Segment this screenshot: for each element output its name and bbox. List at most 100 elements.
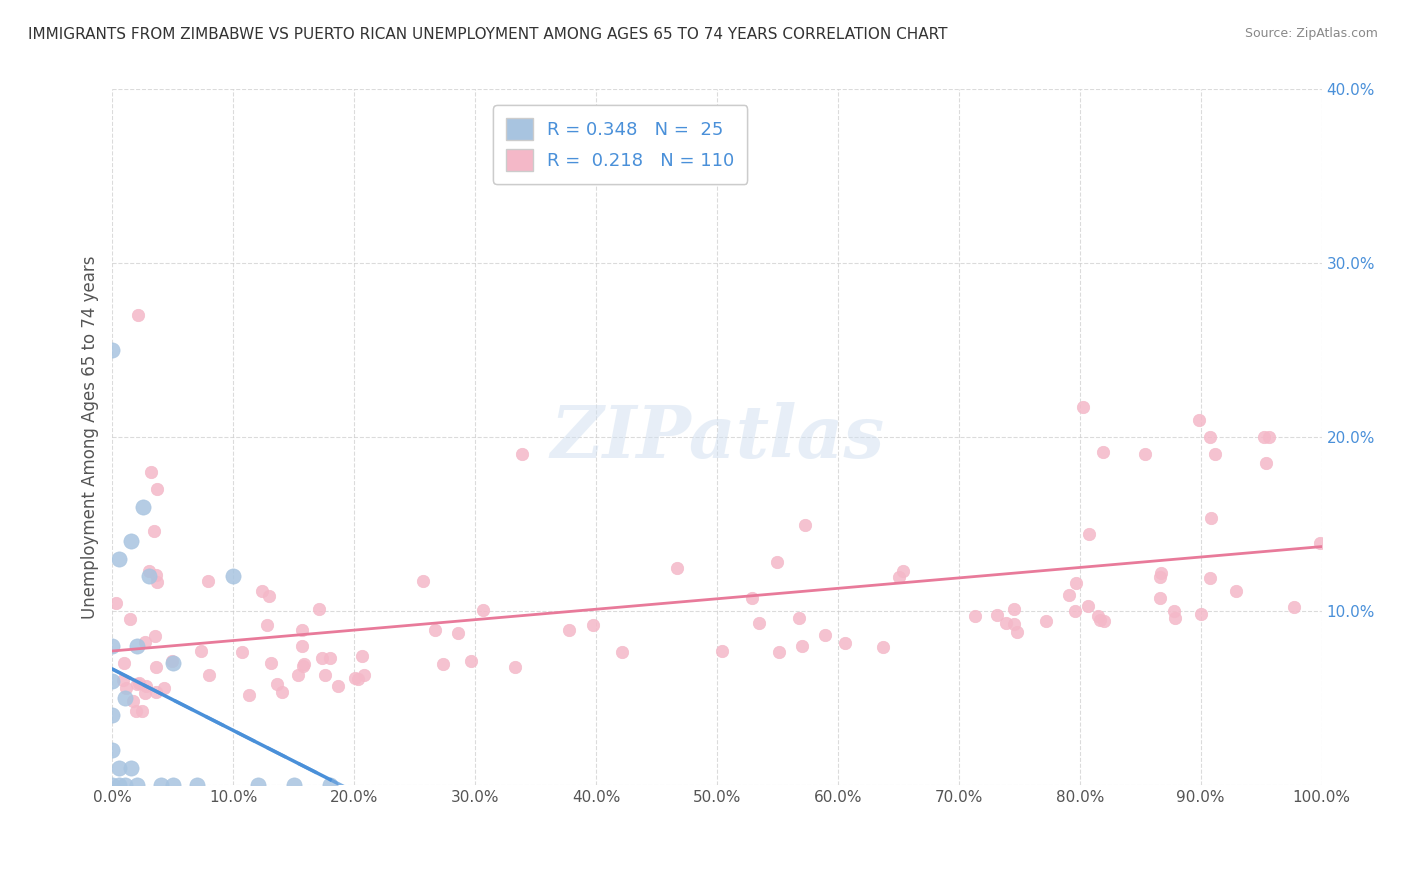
Point <box>128 676 150 690</box>
Point <box>350 648 373 663</box>
Point <box>145 685 167 699</box>
Point <box>125 704 148 718</box>
Point <box>120 760 142 774</box>
Text: IMMIGRANTS FROM ZIMBABWE VS PUERTO RICAN UNEMPLOYMENT AMONG AGES 65 TO 74 YEARS : IMMIGRANTS FROM ZIMBABWE VS PUERTO RICAN… <box>28 27 948 42</box>
Point <box>127 308 149 322</box>
Point <box>311 651 333 665</box>
Point <box>1163 604 1185 618</box>
Point <box>510 447 533 462</box>
Point <box>472 603 495 617</box>
Point <box>787 610 810 624</box>
Point <box>558 623 581 637</box>
Point <box>291 623 314 637</box>
Point <box>319 651 342 665</box>
Point <box>447 625 470 640</box>
Point <box>1199 511 1222 525</box>
Point <box>125 778 148 792</box>
Point <box>153 681 176 695</box>
Point <box>1188 412 1211 426</box>
Point <box>1002 602 1025 616</box>
Point <box>460 654 482 668</box>
Point <box>986 608 1008 623</box>
Point <box>995 616 1018 631</box>
Point <box>887 569 910 583</box>
Point <box>347 673 370 687</box>
Point <box>131 704 153 718</box>
Point <box>149 778 172 792</box>
Point <box>107 551 129 566</box>
Point <box>1254 456 1277 470</box>
Point <box>814 628 837 642</box>
Point <box>231 645 253 659</box>
Point <box>120 534 142 549</box>
Point <box>1092 614 1115 628</box>
Point <box>1087 608 1109 623</box>
Point <box>101 778 124 792</box>
Point <box>160 654 183 668</box>
Point <box>134 686 156 700</box>
Point <box>132 500 155 514</box>
Point <box>287 667 309 681</box>
Point <box>1257 430 1279 444</box>
Point <box>344 671 367 685</box>
Point <box>107 778 129 792</box>
Point <box>107 760 129 774</box>
Point <box>834 636 856 650</box>
Point <box>1077 527 1099 541</box>
Point <box>198 668 221 682</box>
Point <box>256 618 278 632</box>
Point <box>197 574 219 589</box>
Point <box>101 639 124 653</box>
Point <box>326 679 349 693</box>
Point <box>114 778 136 792</box>
Point <box>1149 570 1171 584</box>
Point <box>143 629 166 643</box>
Text: Source: ZipAtlas.com: Source: ZipAtlas.com <box>1244 27 1378 40</box>
Point <box>162 657 184 671</box>
Point <box>101 343 124 357</box>
Point <box>134 635 156 649</box>
Point <box>1309 536 1331 550</box>
Point <box>872 640 894 655</box>
Point <box>1189 607 1212 621</box>
Point <box>101 673 124 688</box>
Legend: R = 0.348   N =  25, R =  0.218   N = 110: R = 0.348 N = 25, R = 0.218 N = 110 <box>494 105 748 184</box>
Point <box>665 561 688 575</box>
Point <box>291 640 314 654</box>
Point <box>135 679 157 693</box>
Point <box>1133 447 1156 462</box>
Point <box>412 574 434 589</box>
Point <box>1204 447 1226 462</box>
Point <box>259 657 281 671</box>
Point <box>1150 566 1173 581</box>
Point <box>292 659 315 673</box>
Point <box>186 778 208 792</box>
Point <box>118 612 141 626</box>
Point <box>893 564 915 578</box>
Point <box>432 657 454 672</box>
Point <box>257 589 280 603</box>
Point <box>748 615 770 630</box>
Y-axis label: Unemployment Among Ages 65 to 74 years: Unemployment Among Ages 65 to 74 years <box>80 255 98 619</box>
Point <box>1064 576 1087 591</box>
Point <box>112 657 135 671</box>
Point <box>101 743 124 757</box>
Point <box>1077 599 1099 614</box>
Point <box>1005 625 1028 640</box>
Point <box>1198 430 1220 444</box>
Point <box>138 569 160 583</box>
Point <box>741 591 763 605</box>
Point <box>138 564 160 578</box>
Point <box>1225 584 1247 599</box>
Point <box>1253 430 1275 444</box>
Point <box>146 482 169 496</box>
Point <box>238 688 260 702</box>
Point <box>582 618 605 632</box>
Point <box>1002 616 1025 631</box>
Point <box>790 639 813 653</box>
Point <box>122 694 145 708</box>
Point <box>505 660 527 674</box>
Point <box>308 602 330 616</box>
Point <box>115 681 138 695</box>
Point <box>1199 571 1222 585</box>
